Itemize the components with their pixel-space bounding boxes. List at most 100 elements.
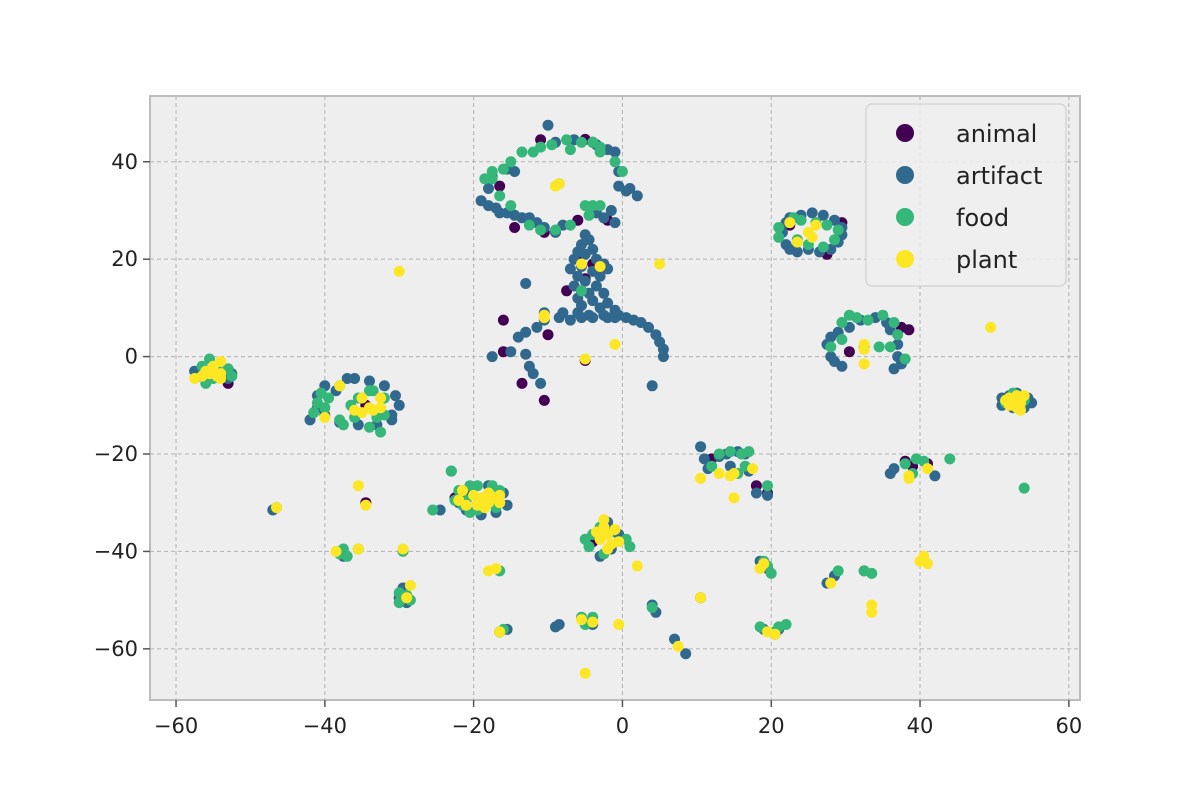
point-artifact	[587, 295, 599, 307]
point-plant	[1003, 392, 1015, 404]
point-food	[497, 163, 509, 175]
point-artifact	[762, 489, 773, 501]
point-food	[646, 602, 658, 613]
x-tick-label: −40	[303, 714, 347, 738]
point-plant	[479, 502, 491, 514]
x-tick-label: 60	[1055, 714, 1082, 738]
point-plant	[360, 499, 372, 511]
point-artifact	[825, 351, 837, 363]
point-food	[505, 200, 517, 212]
point-plant	[352, 543, 364, 555]
point-plant	[922, 463, 933, 475]
point-food	[550, 224, 561, 236]
point-food	[1018, 482, 1030, 494]
point-artifact	[483, 183, 494, 194]
point-plant	[631, 560, 643, 572]
point-food	[319, 402, 331, 414]
series-plant	[189, 178, 1030, 679]
point-artifact	[512, 331, 524, 343]
point-animal	[509, 222, 521, 233]
point-food	[609, 156, 621, 168]
point-artifact	[888, 363, 900, 375]
point-plant	[866, 606, 878, 618]
point-food	[471, 480, 483, 492]
point-food	[724, 446, 736, 458]
point-food	[445, 465, 457, 477]
y-tick-label: 20	[111, 247, 138, 271]
point-food	[743, 446, 755, 458]
point-plant	[330, 545, 342, 557]
point-food	[364, 421, 375, 433]
point-artifact	[929, 470, 941, 482]
point-plant	[483, 487, 494, 499]
point-food	[226, 370, 238, 382]
point-plant	[579, 353, 591, 365]
point-food	[564, 219, 576, 231]
point-food	[341, 550, 353, 562]
point-food	[829, 234, 840, 246]
point-food	[899, 458, 911, 470]
point-food	[817, 241, 829, 253]
legend-marker-animal	[896, 124, 914, 142]
point-food	[624, 541, 636, 553]
point-plant	[576, 614, 587, 626]
point-food	[523, 219, 535, 231]
point-food	[866, 567, 878, 579]
point-artifact	[750, 487, 762, 499]
point-plant	[393, 265, 405, 277]
point-artifact	[542, 119, 554, 131]
y-tick-label: 40	[111, 150, 138, 174]
point-plant	[613, 619, 625, 630]
point-artifact	[594, 270, 606, 282]
point-animal	[542, 329, 554, 341]
point-artifact	[806, 207, 818, 219]
point-plant	[858, 343, 870, 355]
point-food	[594, 146, 606, 158]
point-artifact	[680, 648, 692, 660]
point-food	[825, 341, 837, 353]
plot-frame	[149, 95, 1081, 701]
x-tick-label: 20	[758, 714, 785, 738]
point-artifact	[646, 380, 658, 392]
point-plant	[490, 563, 502, 574]
point-plant	[1015, 404, 1026, 416]
point-artifact	[564, 314, 576, 326]
point-food	[337, 419, 349, 431]
point-food	[706, 460, 718, 472]
point-food	[546, 139, 558, 151]
point-food	[836, 334, 848, 345]
point-artifact	[520, 348, 532, 360]
point-plant	[918, 550, 930, 562]
point-food	[564, 144, 576, 156]
point-artifact	[643, 321, 654, 333]
point-food	[780, 619, 792, 630]
point-artifact	[550, 621, 561, 633]
point-plant	[457, 485, 468, 496]
point-artifact	[598, 212, 610, 224]
point-plant	[349, 404, 361, 416]
point-food	[884, 341, 896, 353]
legend-label-animal: animal	[956, 120, 1037, 148]
point-artifact	[486, 351, 498, 363]
point-food	[773, 222, 785, 233]
point-food	[576, 136, 587, 148]
point-food	[821, 219, 833, 231]
point-plant	[762, 626, 773, 638]
point-artifact	[553, 312, 565, 324]
point-plant	[791, 236, 803, 248]
point-artifact	[390, 390, 401, 402]
point-food	[944, 453, 956, 465]
point-animal	[497, 314, 509, 326]
legend-label-plant: plant	[956, 246, 1017, 274]
point-plant	[594, 261, 606, 272]
point-plant	[375, 392, 387, 404]
legend-label-artifact: artifact	[956, 162, 1042, 190]
point-food	[375, 426, 387, 438]
point-food	[836, 317, 848, 328]
point-artifact	[505, 346, 517, 358]
point-plant	[397, 543, 409, 555]
point-plant	[401, 592, 413, 604]
y-tick-label: 0	[125, 345, 138, 369]
point-food	[877, 309, 889, 321]
point-artifact	[609, 217, 621, 229]
